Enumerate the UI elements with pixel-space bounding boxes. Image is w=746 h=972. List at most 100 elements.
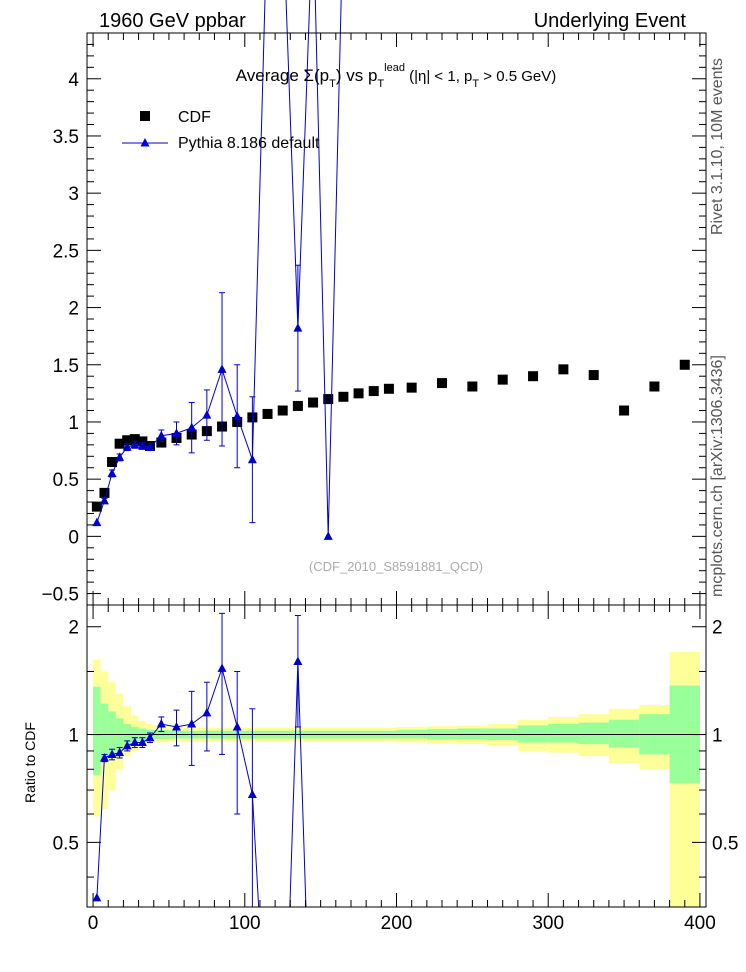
ratio-pythia-point [202,707,212,717]
ratio-pythia-series [92,612,307,907]
ratio-y-tick-label: 0.5 [53,833,79,854]
plot-title-part: T [377,78,384,90]
cdf-point [383,383,394,394]
rivet-label: Rivet 3.1.10, 10M events [709,58,726,235]
ratio-pythia-point [99,753,109,762]
main-y-tick-label: 0 [68,527,79,548]
plot-title-part: lead [384,62,405,74]
pythia-point [92,517,102,527]
cdf-point [558,364,569,375]
pythia-point [232,411,242,420]
pythia-point [115,452,125,461]
cdf-point [338,391,349,402]
pythia-point [187,422,197,432]
ratio-panel: 0.5 0.5 1 1 2 2 0 100 200 300 400 Ratio to CDF [22,604,738,934]
pythia-point [172,428,182,437]
cdf-point [323,394,334,405]
cdf-point [619,405,630,416]
plot-title-part: Average Σ(p [236,66,329,85]
main-y-tick-label: 3 [68,184,79,205]
ratio-pythia-point [115,747,125,757]
main-y-tick-label: 3.5 [53,127,79,148]
pythia-point [130,439,140,449]
x-tick-label: 0 [88,913,99,934]
cdf-point [262,408,273,419]
main-y-tick-label: 1.5 [53,356,79,377]
pythia-line [96,0,342,537]
ratio-pythia-point [217,663,227,672]
ratio-pythia-point [247,789,257,799]
legend-cdf-marker [140,111,150,121]
x-tick-label: 300 [532,913,564,934]
ratio-pythia-point [293,656,303,665]
ratio-y-tick-label-right: 1 [712,726,723,747]
cdf-point [156,437,167,448]
mcplots-label: mcplots.cern.ch [arXiv:1306.3436] [709,355,726,597]
inner-band-bin [457,728,488,740]
inner-band-bin [517,725,549,743]
pythia-point [156,430,166,440]
plot-title-part: ) vs p [336,66,378,85]
inner-band-bin [548,724,579,743]
plot-title-part: T [329,78,336,90]
cdf-point [99,487,110,498]
inner-band-bin [608,719,640,748]
pythia-point [323,531,333,540]
pythia-point [137,440,147,450]
plot-title-part: > 0.5 GeV) [479,68,556,85]
pythia-point [107,468,117,477]
ratio-y-tick-label-right: 0.5 [712,833,738,854]
main-y-tick-label: 4 [68,70,79,91]
main-y-tick-label: 0.5 [53,470,79,491]
cdf-point [114,438,125,449]
pythia-series [92,0,342,540]
x-tick-label: 400 [684,913,716,934]
pythia-point [122,442,132,451]
inner-band-bin [100,703,109,762]
header-right: Underlying Event [534,10,687,32]
pythia-point [247,454,257,464]
ratio-pythia-point [122,740,132,750]
inner-band-bin [108,711,116,757]
inner-band-bin [93,686,101,776]
cdf-point [679,359,690,370]
analysis-tag: (CDF_2010_S8591881_QCD) [309,559,483,574]
pythia-point [145,442,155,451]
pythia-point [293,323,303,332]
pythia-point [99,495,109,505]
cdf-point [277,405,288,416]
main-y-tick-label: 2 [68,299,79,320]
cdf-point [91,501,102,512]
plot-title-part: (|η| < 1, p [405,68,472,85]
cdf-point [528,371,539,382]
legend-pythia-marker [140,138,150,147]
ratio-pythia-point [137,737,147,747]
x-tick-label: 100 [229,913,261,934]
legend-pythia-label: Pythia 8.186 default [178,135,320,152]
uncertainty-bands [93,652,700,907]
pythia-point [202,410,212,419]
cdf-point [406,382,417,393]
cdf-point [292,400,303,411]
cdf-point [368,386,379,397]
plot-title: Average Σ(pT) vs pTlead (|η| < 1, pT > 0… [236,62,556,90]
main-panel: −0.500.511.522.533.54 Average Σ(pT) vs pT… [41,0,707,606]
cdf-point [497,374,508,385]
main-y-tick-label: 1 [68,413,79,434]
ratio-pythia-point [92,892,102,902]
cdf-point [649,381,660,392]
x-tick-label: 200 [381,913,413,934]
ratio-y-tick-label: 1 [68,726,79,747]
cdf-point [437,378,448,389]
ratio-pythia-point [172,721,182,731]
cdf-point [467,381,478,392]
header-left: 1960 GeV ppbar [99,10,246,32]
ratio-y-tick-label: 2 [68,618,79,639]
ratio-pythia-point [145,732,155,742]
cdf-point [353,388,364,399]
ratio-pythia-point [187,719,197,728]
pythia-point [217,364,227,373]
ratio-pythia-point [107,749,117,758]
cdf-point [122,435,133,446]
